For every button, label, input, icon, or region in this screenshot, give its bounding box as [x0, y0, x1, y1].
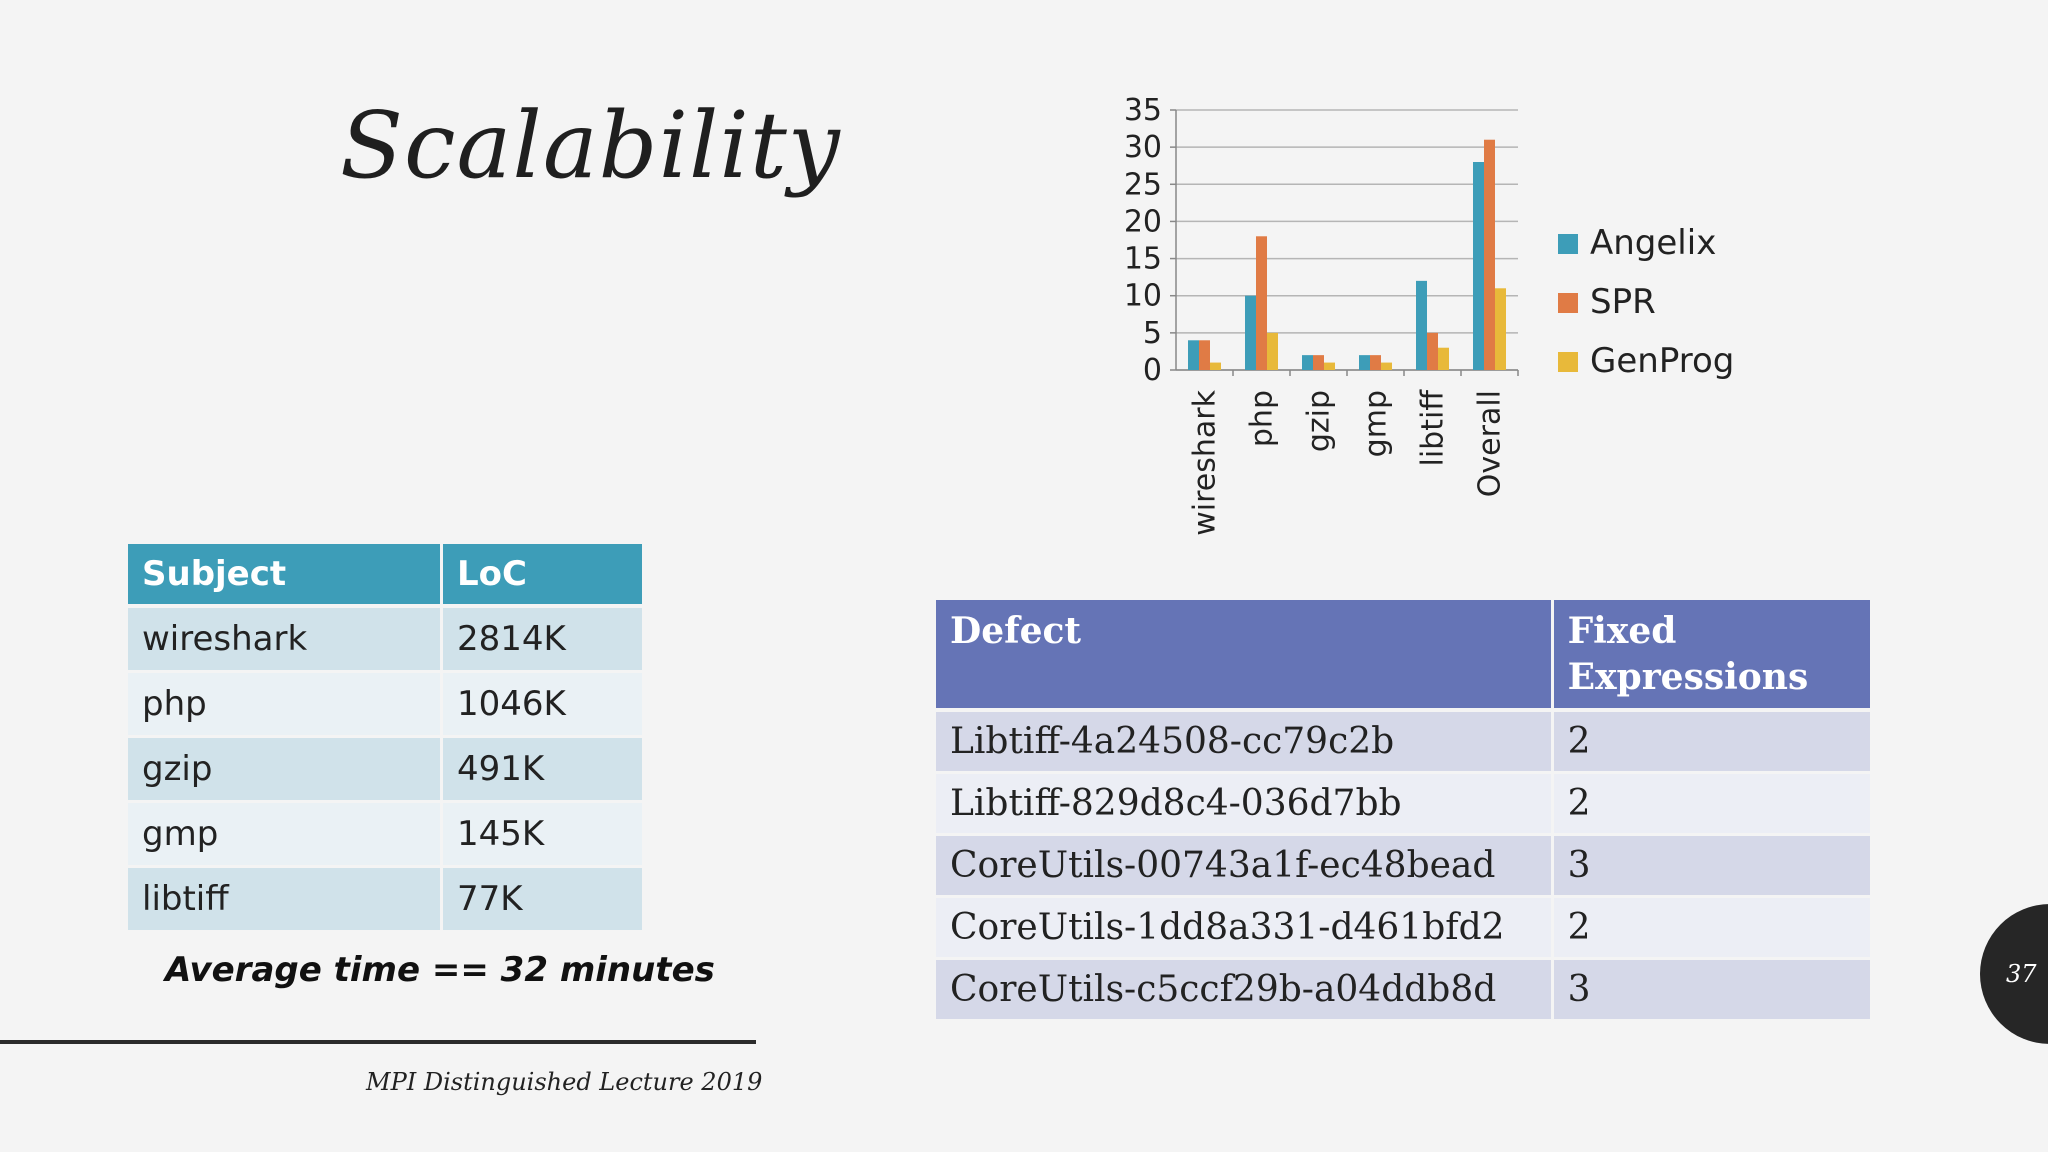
subject-table-row: gmp 145K — [128, 803, 642, 868]
subject-table-header-cell: LoC — [443, 544, 642, 608]
subject-table-cell: gmp — [128, 803, 443, 868]
y-tick-label: 20 — [1124, 204, 1162, 239]
defect-table-cell: CoreUtils-00743a1f-ec48bead — [936, 836, 1554, 898]
bar-spr-gzip — [1313, 355, 1324, 370]
slide-title: Scalability — [340, 92, 841, 199]
defect-table-header-cell: Fixed Expressions — [1553, 600, 1870, 712]
defect-table-row: Libtiff-829d8c4-036d7bb 2 — [936, 774, 1870, 836]
defect-table-cell: Libtiff-829d8c4-036d7bb — [936, 774, 1554, 836]
bar-genprog-libtiff — [1438, 347, 1449, 370]
subject-table-cell: gzip — [128, 738, 443, 803]
defect-table-cell: 2 — [1553, 712, 1870, 774]
y-tick-label: 30 — [1124, 130, 1162, 165]
legend-label-angelix: Angelix — [1590, 223, 1716, 263]
subject-table-cell: 2814K — [443, 608, 642, 673]
subject-table-cell: 77K — [443, 868, 642, 933]
bar-spr-wireshark — [1199, 340, 1210, 370]
defect-table-row: CoreUtils-00743a1f-ec48bead 3 — [936, 836, 1870, 898]
x-tick-label: Overall — [1473, 390, 1508, 497]
bar-angelix-overall — [1473, 162, 1484, 370]
bar-spr-overall — [1484, 139, 1495, 370]
legend-swatch-spr — [1558, 293, 1578, 313]
x-tick-label: libtiff — [1416, 389, 1451, 467]
average-time-note: Average time == 32 minutes — [165, 950, 715, 990]
legend-label-genprog: GenProg — [1590, 341, 1734, 381]
legend-label-spr: SPR — [1590, 282, 1656, 322]
y-tick-label: 10 — [1124, 279, 1162, 314]
bar-genprog-wireshark — [1210, 362, 1221, 370]
y-tick-label: 5 — [1143, 316, 1162, 351]
defect-table-row: CoreUtils-c5ccf29b-a04ddb8d 3 — [936, 960, 1870, 1022]
bar-angelix-gmp — [1359, 355, 1370, 370]
bar-spr-php — [1256, 236, 1267, 370]
bar-angelix-gzip — [1302, 355, 1313, 370]
x-tick-label: gmp — [1359, 390, 1394, 457]
defect-table-header-row: Defect Fixed Expressions — [936, 600, 1870, 712]
subject-loc-table: Subject LoC wireshark 2814K php 1046K gzip 491K… — [128, 544, 642, 933]
legend-swatch-genprog — [1558, 352, 1578, 372]
page-number: 37 — [2006, 960, 2037, 988]
bar-angelix-libtiff — [1416, 280, 1427, 370]
subject-table-row: wireshark 2814K — [128, 608, 642, 673]
subject-table-cell: 491K — [443, 738, 642, 803]
defect-table-header-cell: Defect — [936, 600, 1554, 712]
defect-table-cell: Libtiff-4a24508-cc79c2b — [936, 712, 1554, 774]
subject-table-cell: 145K — [443, 803, 642, 868]
defect-table-row: Libtiff-4a24508-cc79c2b 2 — [936, 712, 1870, 774]
legend-swatch-angelix — [1558, 234, 1578, 254]
defect-table: Defect Fixed Expressions Libtiff-4a24508-c… — [936, 600, 1870, 1022]
bar-angelix-wireshark — [1188, 340, 1199, 370]
x-tick-label: php — [1245, 390, 1280, 447]
defect-table-row: CoreUtils-1dd8a331-d461bfd2 2 — [936, 898, 1870, 960]
subject-table-row: libtiff 77K — [128, 868, 642, 933]
subject-table-header-row: Subject LoC — [128, 544, 642, 608]
bar-genprog-gzip — [1324, 362, 1335, 370]
bar-spr-gmp — [1370, 355, 1381, 370]
y-tick-label: 25 — [1124, 167, 1162, 202]
bar-angelix-php — [1245, 295, 1256, 370]
defect-table-cell: 2 — [1553, 774, 1870, 836]
defect-table-cell: CoreUtils-c5ccf29b-a04ddb8d — [936, 960, 1554, 1022]
subject-table-cell: libtiff — [128, 868, 443, 933]
defect-table-cell: 3 — [1553, 960, 1870, 1022]
subject-table-cell: wireshark — [128, 608, 443, 673]
defect-table-cell: 2 — [1553, 898, 1870, 960]
y-tick-label: 15 — [1124, 242, 1162, 277]
bar-genprog-php — [1267, 332, 1278, 370]
bar-genprog-gmp — [1381, 362, 1392, 370]
bar-spr-libtiff — [1427, 332, 1438, 370]
subject-table-row: php 1046K — [128, 673, 642, 738]
x-tick-label: wireshark — [1188, 389, 1223, 535]
subject-table-header-cell: Subject — [128, 544, 443, 608]
footer-text: MPI Distinguished Lecture 2019 — [366, 1068, 763, 1096]
defect-table-cell: 3 — [1553, 836, 1870, 898]
y-tick-label: 35 — [1124, 93, 1162, 128]
footer-rule — [0, 1040, 756, 1044]
subject-table-cell: 1046K — [443, 673, 642, 738]
y-tick-label: 0 — [1143, 353, 1162, 388]
x-tick-label: gzip — [1302, 390, 1337, 452]
subject-table-cell: php — [128, 673, 443, 738]
bar-genprog-overall — [1495, 288, 1506, 370]
defect-table-cell: CoreUtils-1dd8a331-d461bfd2 — [936, 898, 1554, 960]
subject-table-row: gzip 491K — [128, 738, 642, 803]
